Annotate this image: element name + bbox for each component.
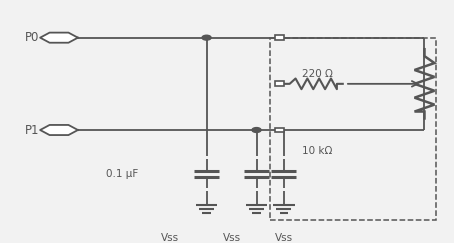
Bar	[275, 35, 284, 40]
Bar	[270, 38, 436, 220]
Circle shape	[252, 128, 261, 132]
Text: Vss: Vss	[161, 233, 179, 243]
Text: P0: P0	[25, 31, 39, 44]
Bar	[275, 81, 284, 86]
Text: Vss: Vss	[222, 233, 241, 243]
Polygon shape	[40, 33, 78, 43]
Text: P1: P1	[25, 123, 39, 137]
Circle shape	[202, 35, 211, 40]
Text: 220 Ω: 220 Ω	[302, 69, 333, 79]
Text: Vss: Vss	[275, 233, 293, 243]
Text: 10 kΩ: 10 kΩ	[302, 146, 332, 156]
Text: 0.1 μF: 0.1 μF	[106, 169, 138, 179]
Polygon shape	[40, 125, 78, 135]
Bar	[275, 128, 284, 132]
